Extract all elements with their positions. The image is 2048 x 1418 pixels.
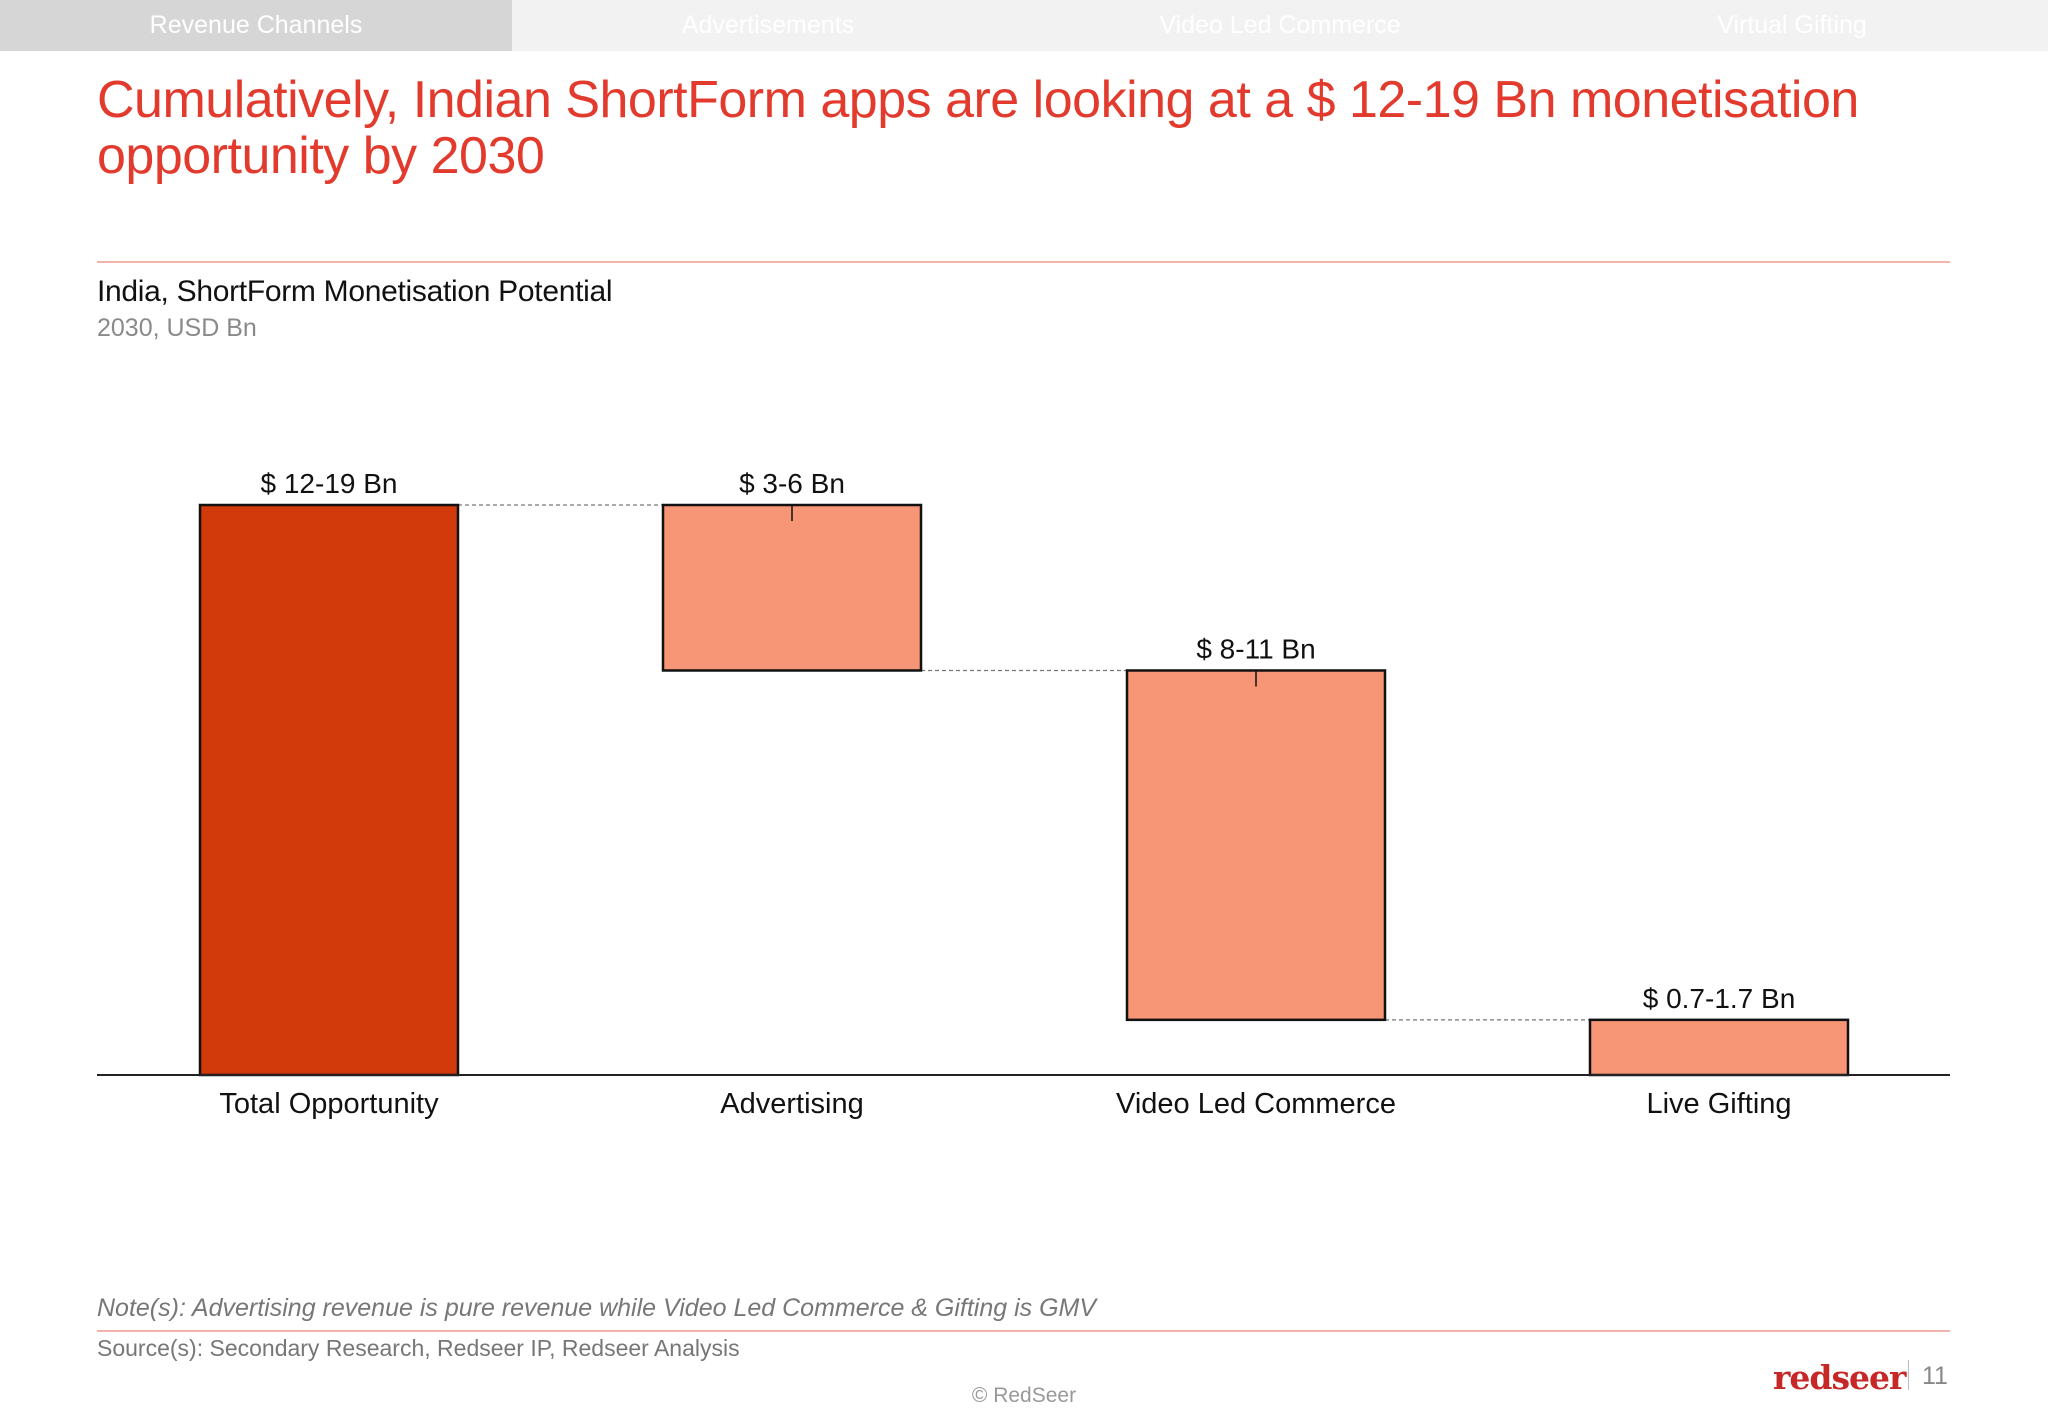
bar-total-opportunity: [198, 503, 460, 1077]
bar-video-led-commerce: [1125, 669, 1387, 1022]
waterfall-chart: $ 12-19 Bn Total Opportunity $ 3-6 Bn Adver…: [97, 468, 1950, 1120]
chart-units: 2030, USD Bn: [97, 314, 257, 342]
tab-advertisements[interactable]: Advertisements: [681, 11, 855, 39]
section-tabs: Revenue Channels Advertisements Video Le…: [0, 0, 2048, 51]
data-label: $ 0.7-1.7 Bn: [1643, 983, 1796, 1014]
logo-separator: [1908, 1360, 1909, 1390]
footnote: Note(s): Advertising revenue is pure rev…: [97, 1294, 1097, 1322]
data-label: $ 12-19 Bn: [261, 468, 398, 499]
category-label: Total Opportunity: [219, 1088, 439, 1120]
redseer-logo: redseer: [1773, 1358, 1906, 1397]
chart-title: India, ShortForm Monetisation Potential: [97, 275, 613, 308]
bar-live-gifting: [1588, 1018, 1850, 1077]
data-label: $ 3-6 Bn: [739, 468, 845, 499]
tab-virtual-gifting[interactable]: Virtual Gifting: [1717, 11, 1867, 39]
title-divider: [97, 261, 1950, 263]
page-title: Cumulatively, Indian ShortForm apps are …: [97, 71, 1859, 185]
bar-advertising: [661, 503, 923, 672]
page-number: 11: [1922, 1362, 1948, 1390]
category-label: Video Led Commerce: [1116, 1088, 1396, 1120]
tab-revenue-channels[interactable]: Revenue Channels: [0, 0, 512, 51]
category-label: Advertising: [720, 1088, 863, 1120]
tab-video-led-commerce[interactable]: Video Led Commerce: [1159, 11, 1401, 39]
footer-divider: [97, 1330, 1950, 1332]
source-note: Source(s): Secondary Research, Redseer I…: [97, 1335, 740, 1361]
data-label: $ 8-11 Bn: [1196, 633, 1315, 664]
copyright: © RedSeer: [971, 1384, 1077, 1407]
category-label: Live Gifting: [1646, 1088, 1791, 1120]
